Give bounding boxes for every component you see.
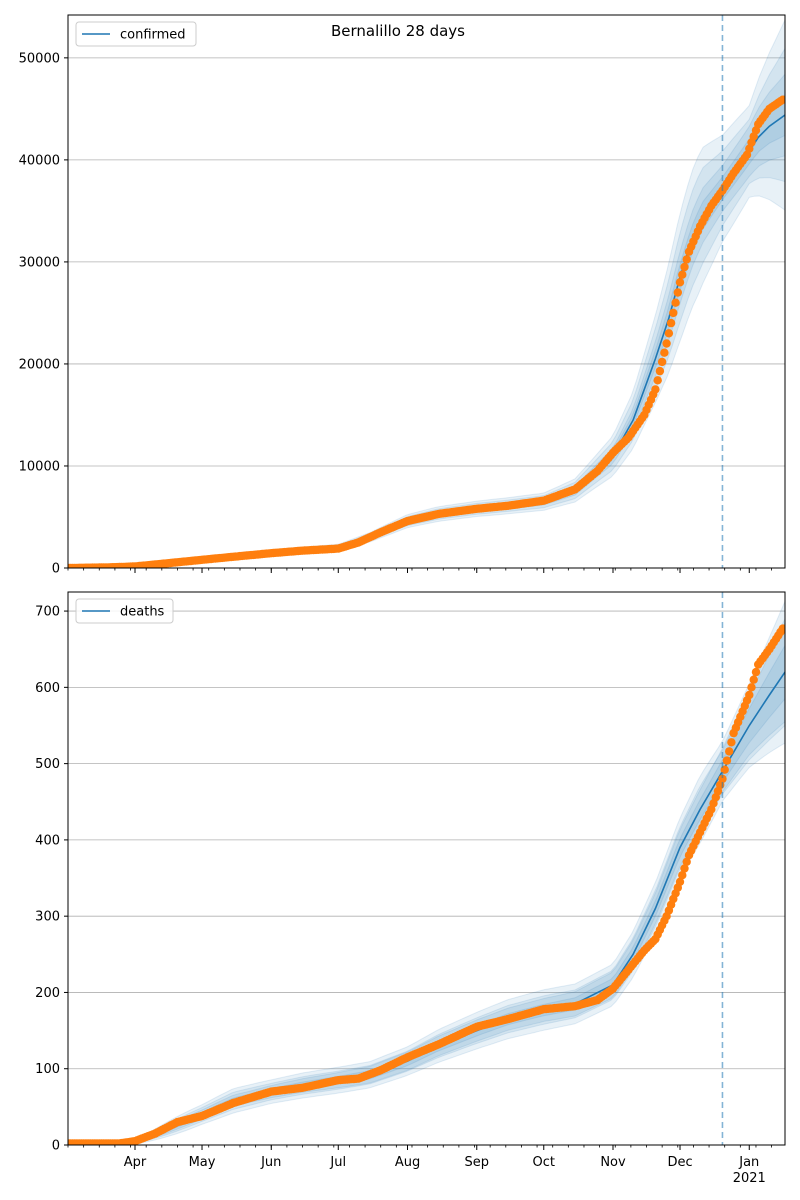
y-tick-label: 200 <box>35 986 60 1001</box>
legend: confirmed <box>75 21 197 47</box>
observed-point <box>651 385 660 394</box>
observed-point <box>673 288 682 297</box>
x-tick-label: May <box>189 1155 216 1170</box>
observed-point <box>682 255 691 264</box>
x-tick-label: Oct <box>533 1155 555 1170</box>
x-tick-label: Dec <box>667 1155 692 1170</box>
observed-point <box>747 683 756 692</box>
observed-point <box>725 747 734 756</box>
observed-point <box>675 278 685 287</box>
model-line <box>68 671 785 1145</box>
y-tick-label: 40000 <box>19 153 60 168</box>
axes-frame <box>67 591 786 1146</box>
observed-point <box>778 95 785 104</box>
observed-series <box>68 95 785 568</box>
observed-point <box>682 857 691 866</box>
y-tick-label: 0 <box>52 1139 60 1154</box>
observed-point <box>662 339 671 348</box>
observed-point <box>660 348 669 357</box>
y-tick-label: 500 <box>35 757 60 772</box>
x-tick-label: Jan <box>738 1155 759 1170</box>
observed-point <box>727 738 736 747</box>
legend-label: deaths <box>120 605 165 620</box>
observed-point <box>671 298 680 307</box>
observed-point <box>655 366 665 376</box>
x-tick-label: Apr <box>124 1155 147 1170</box>
observed-series <box>68 624 785 1145</box>
y-tick-label: 0 <box>52 562 60 577</box>
legend-label: confirmed <box>120 28 186 43</box>
confirmed-panel: 0 10000 20000 30000 40000 50000 confirmed <box>19 14 786 577</box>
uncertainty-band <box>68 618 785 1145</box>
observed-point <box>751 667 761 677</box>
observed-point <box>666 318 676 328</box>
x-tick-label: Jul <box>329 1155 346 1170</box>
deaths-panel: 0 100 200 300 400 500 600 700 Apr May Jun Jul Aug Sep… <box>35 591 786 1186</box>
y-tick-label: 20000 <box>19 357 60 372</box>
y-tick-label: 300 <box>35 910 60 925</box>
chart-title: Bernalillo 28 days <box>331 22 465 40</box>
observed-point <box>678 270 687 279</box>
uncertainty-band <box>68 601 785 1145</box>
observed-point <box>722 756 732 765</box>
axes-frame <box>67 14 786 569</box>
legend: deaths <box>75 598 174 624</box>
observed-point <box>680 864 689 873</box>
uncertainty-band <box>68 622 785 1145</box>
observed-point <box>669 308 678 318</box>
y-tick-label: 400 <box>35 833 60 848</box>
x-tick-label: Nov <box>600 1155 626 1170</box>
observed-point <box>664 329 674 338</box>
observed-point <box>675 877 685 886</box>
x-tick-label: Jun <box>260 1155 281 1170</box>
plot-area <box>68 19 785 568</box>
x-year-label: 2021 <box>733 1171 766 1186</box>
observed-point <box>653 376 662 385</box>
observed-point <box>745 690 754 700</box>
x-tick-label: Sep <box>464 1155 489 1170</box>
observed-point <box>718 774 727 784</box>
legend-box <box>75 598 174 624</box>
y-tick-label: 600 <box>35 681 60 696</box>
y-tick-label: 50000 <box>19 51 60 66</box>
observed-point <box>778 624 785 633</box>
observed-point <box>657 357 667 367</box>
y-tick-label: 100 <box>35 1062 60 1077</box>
plot-area <box>68 601 785 1145</box>
legend-box <box>75 21 197 47</box>
x-tick-label: Aug <box>395 1155 420 1170</box>
y-tick-label: 30000 <box>19 255 60 270</box>
y-tick-label: 700 <box>35 605 60 620</box>
observed-point <box>749 675 758 684</box>
observed-point <box>680 262 689 272</box>
observed-point <box>678 871 687 880</box>
y-tick-label: 10000 <box>19 459 60 474</box>
